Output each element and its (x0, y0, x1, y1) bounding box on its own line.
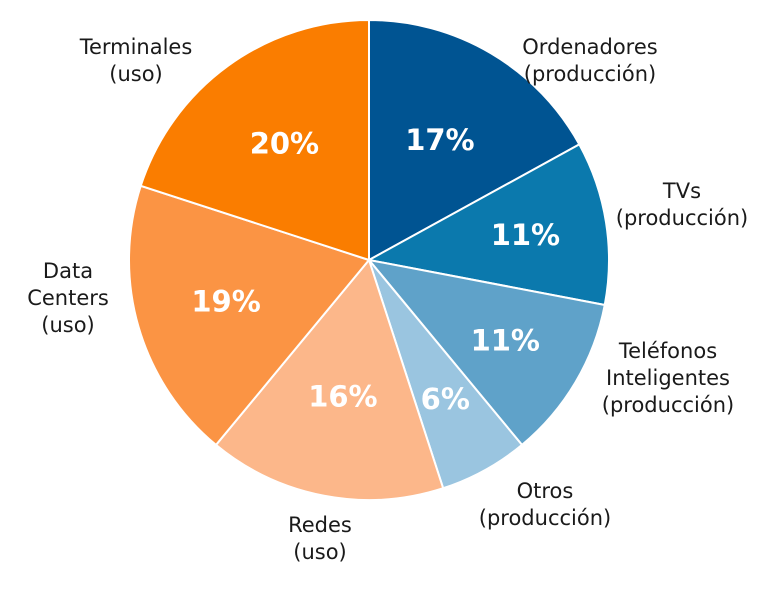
slice-label-line: (producción) (602, 393, 734, 417)
pie-slice-5 (128, 184, 371, 447)
slice-label-line: TVs (662, 179, 701, 203)
slice-label-line: (uso) (41, 313, 94, 337)
slice-label-0: Ordenadores (producción) (522, 35, 657, 86)
pie-slice-0 (368, 18, 581, 262)
slice-label-line: (producción) (616, 206, 748, 230)
slice-percentage-0: 17% (405, 123, 474, 157)
slice-label-line: (producción) (524, 62, 656, 86)
percentage-labels: 17%11%11%6%16%19%20% (191, 123, 560, 416)
slice-label-line: (uso) (293, 540, 346, 564)
slice-label-3: Otros (producción) (479, 479, 611, 530)
slice-label-line: (uso) (109, 62, 162, 86)
pie-slice-2 (366, 258, 606, 447)
category-labels: Ordenadores (producción)TVs (producción)Te… (27, 35, 748, 564)
slice-percentage-1: 11% (491, 218, 560, 252)
pie-slice-1 (366, 143, 610, 307)
slice-label-line: Terminales (79, 35, 193, 59)
slice-label-line: (producción) (479, 506, 611, 530)
slice-label-line: Inteligentes (606, 366, 730, 390)
slice-label-4: Redes (uso) (288, 513, 352, 564)
slice-label-line: Redes (288, 513, 352, 537)
pie-slices (128, 18, 610, 501)
slice-percentage-5: 19% (191, 285, 260, 319)
slice-label-1: TVs (producción) (616, 179, 748, 230)
slice-label-6: Terminales (uso) (79, 35, 193, 86)
slice-label-line: Centers (27, 286, 109, 310)
slice-label-line: Data (43, 259, 93, 283)
pie-slice-6 (139, 18, 370, 262)
slice-label-line: Ordenadores (522, 35, 657, 59)
slice-label-5: Data Centers (uso) (27, 259, 109, 337)
pie-slice-4 (214, 257, 445, 501)
slice-label-line: Teléfonos (618, 339, 717, 363)
slice-label-line: Otros (517, 479, 574, 503)
slice-percentage-6: 20% (250, 127, 319, 161)
slice-percentage-2: 11% (471, 324, 540, 358)
slice-label-2: Teléfonos Inteligentes (producción) (602, 339, 734, 417)
slice-percentage-4: 16% (308, 380, 377, 414)
slice-percentage-3: 6% (421, 382, 470, 416)
